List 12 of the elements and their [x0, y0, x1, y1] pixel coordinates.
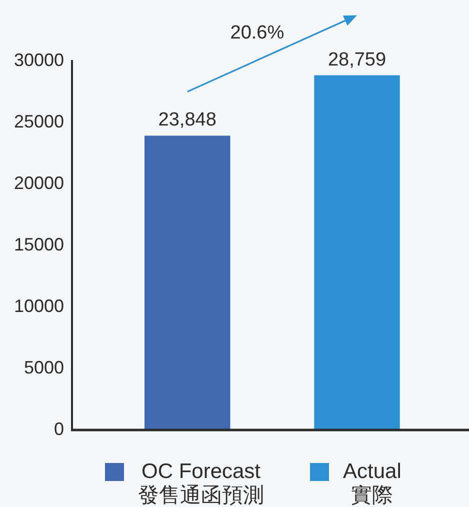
y-tick-label: 10000 — [14, 296, 64, 316]
legend-label: OC Forecast 發售通函預測 — [138, 460, 264, 507]
y-tick-label: 5000 — [24, 358, 64, 378]
data-label: 23,848 — [158, 110, 216, 131]
y-tick-label: 25000 — [14, 112, 64, 132]
y-tick-label: 30000 — [14, 50, 64, 70]
y-tick-label: 20000 — [14, 173, 64, 193]
text: 20.6% — [230, 22, 284, 44]
data-label: 28,759 — [328, 49, 386, 70]
legend-label: Actual 實際 — [343, 460, 402, 507]
y-tick-label: 15000 — [14, 234, 64, 254]
y-tick-label: 0 — [54, 419, 64, 439]
